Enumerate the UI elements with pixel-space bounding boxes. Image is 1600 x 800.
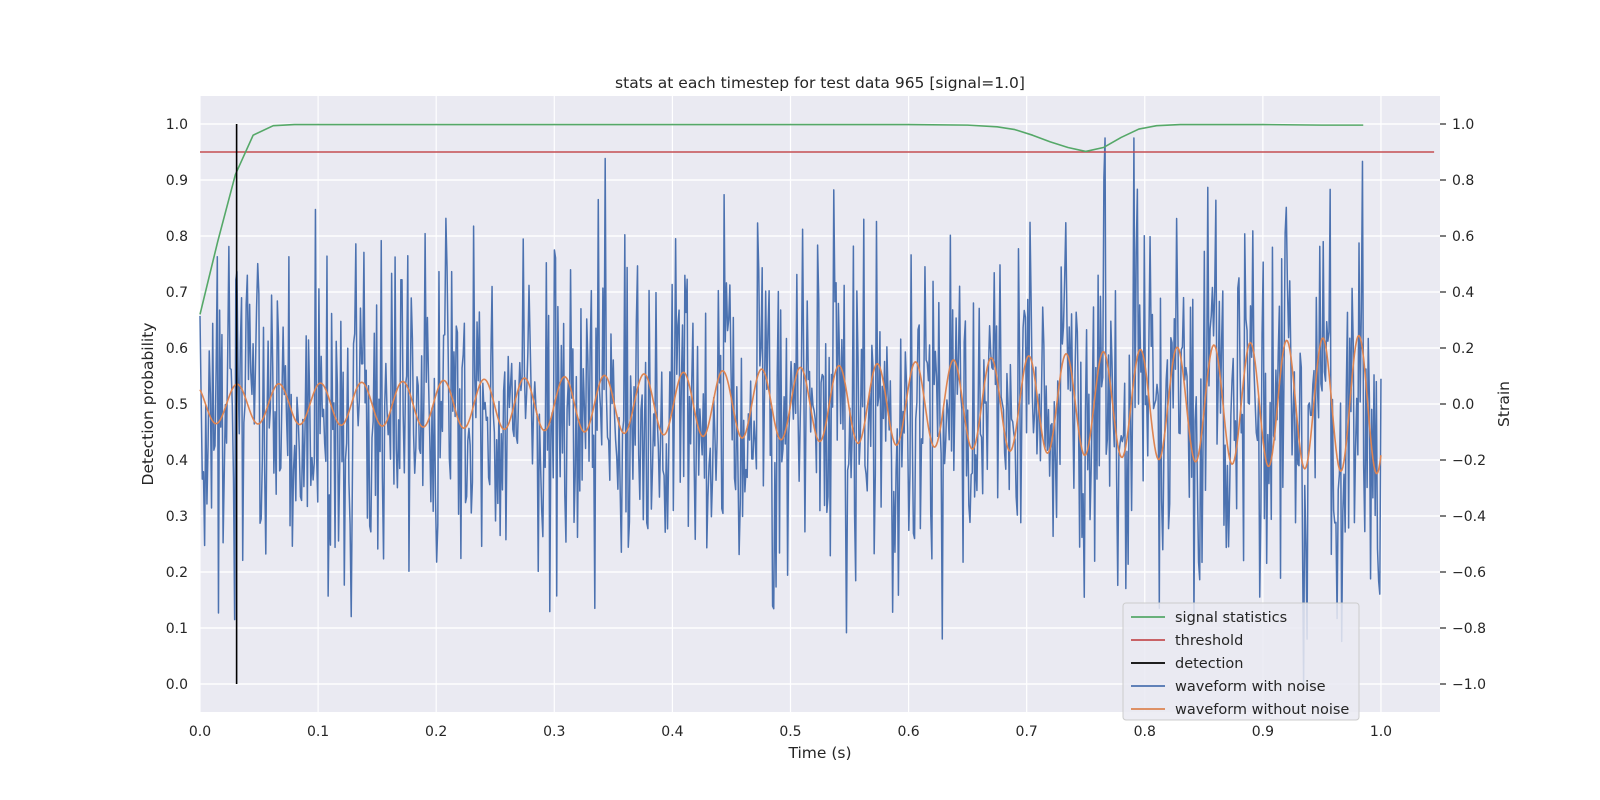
- y-right-tick-label: 1.0: [1452, 117, 1474, 133]
- x-tick-label: 1.0: [1370, 724, 1392, 740]
- legend-label-signal-statistics: signal statistics: [1175, 610, 1287, 626]
- x-tick-label: 0.5: [779, 724, 801, 740]
- legend-label-threshold: threshold: [1175, 633, 1243, 649]
- y-tick-label: 0.6: [166, 341, 188, 357]
- legend-entry-waveform-with-noise: waveform with noise: [1131, 679, 1326, 695]
- legend: signal statistics threshold detection wa…: [1122, 602, 1360, 721]
- legend-entry-signal-statistics: signal statistics: [1131, 610, 1287, 626]
- legend-box: [1122, 602, 1360, 721]
- legend-entry-detection: detection: [1131, 656, 1243, 672]
- plot-lines: [199, 123, 1435, 685]
- y-right-tick-label: −1.0: [1452, 677, 1486, 693]
- y-right-tick-label: 0.2: [1452, 341, 1474, 357]
- y-right-tick-label: −0.2: [1452, 453, 1486, 469]
- legend-entry-threshold: threshold: [1131, 633, 1243, 649]
- y-axis-label: Detection probability: [139, 323, 157, 486]
- series-line-waveform-without-noise: [199, 334, 1382, 475]
- legend-label-waveform-with-noise: waveform with noise: [1175, 679, 1326, 695]
- x-tick-label: 0.8: [1134, 724, 1156, 740]
- legend-entry-waveform-without-noise: waveform without noise: [1131, 702, 1349, 718]
- x-tick-label: 0.7: [1016, 724, 1038, 740]
- legend-label-waveform-without-noise: waveform without noise: [1175, 702, 1349, 718]
- y-tick-label: 0.8: [166, 229, 188, 245]
- y-right-tick-label: −0.8: [1452, 621, 1486, 637]
- x-tick-label: 0.4: [661, 724, 683, 740]
- legend-label-detection: detection: [1175, 656, 1243, 672]
- y-tick-label: 0.0: [166, 677, 188, 693]
- x-tick-label: 0.6: [897, 724, 919, 740]
- y-tick-label: 0.3: [166, 509, 188, 525]
- tick-labels: 0.0 0.1 0.2 0.3 0.4 0.5 0.6 0.7 0.8 0.9 1.0 0.0 0.1 0…: [166, 117, 1486, 740]
- y-tick-label: 0.2: [166, 565, 188, 581]
- series-line-signal-statistics: [199, 123, 1364, 315]
- y-tick-label: 0.1: [166, 621, 188, 637]
- y-tick-label: 0.4: [166, 453, 188, 469]
- x-tick-label: 0.9: [1252, 724, 1274, 740]
- y-tick-label: 0.5: [166, 397, 188, 413]
- y-right-tick-label: 0.4: [1452, 285, 1474, 301]
- chart-title: stats at each timestep for test data 965…: [615, 74, 1025, 92]
- y-tick-label: 0.9: [166, 173, 188, 189]
- x-tick-label: 0.1: [307, 724, 329, 740]
- y-right-tick-label: 0.6: [1452, 229, 1474, 245]
- y-right-tick-label: 0.8: [1452, 173, 1474, 189]
- x-tick-label: 0.3: [543, 724, 565, 740]
- x-axis-label: Time (s): [787, 744, 851, 762]
- x-tick-label: 0.0: [189, 724, 211, 740]
- y-right-tick-label: −0.6: [1452, 565, 1486, 581]
- series-line-waveform-with-noise: [199, 137, 1382, 685]
- y-tick-label: 0.7: [166, 285, 188, 301]
- y-right-tick-label: −0.4: [1452, 509, 1486, 525]
- y-tick-label: 1.0: [166, 117, 188, 133]
- y-right-tick-label: 0.0: [1452, 397, 1474, 413]
- x-tick-label: 0.2: [425, 724, 447, 740]
- y-axis-right-label: Strain: [1495, 381, 1513, 427]
